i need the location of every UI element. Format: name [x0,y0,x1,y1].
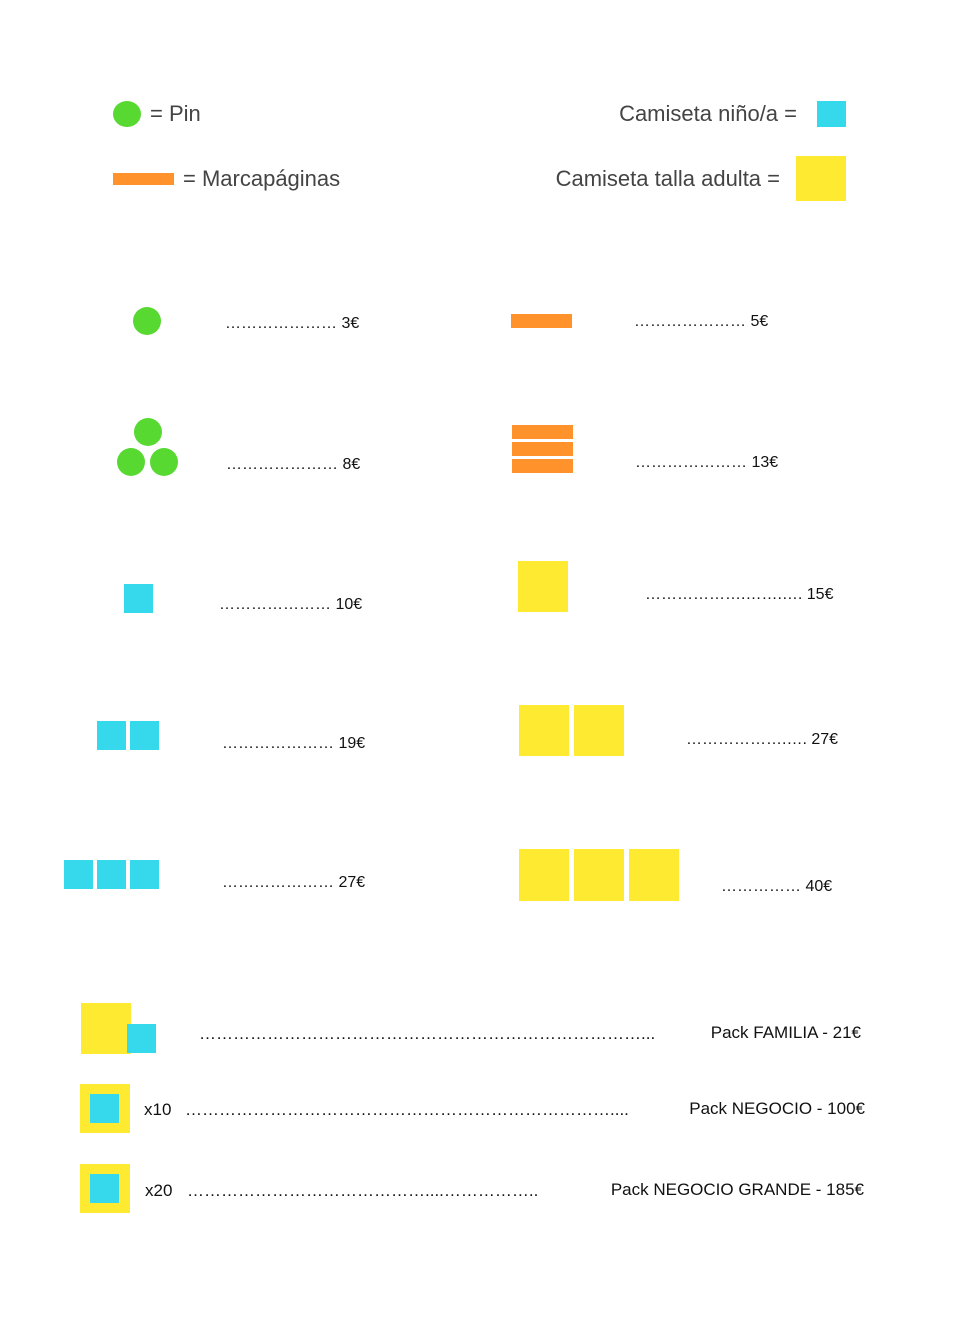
price-pin-3: ………………… 8€ [226,456,361,473]
price-adult-3: …………… 40€ [721,878,833,895]
adult-shirt-icon [519,849,569,901]
pin-icon [150,448,178,476]
pack-negocio-grande-label: Pack NEGOCIO GRANDE - 185€ [610,1180,864,1199]
pin-legend-icon [113,101,141,127]
adult-shirt-icon [519,705,569,756]
pack-negocio-dots: ………………………………………………………………….... [185,1100,629,1119]
kid-shirt-legend-label: Camiseta niño/a = [619,101,797,126]
bookmark-legend-icon [113,173,174,185]
adult-shirt-icon [574,705,624,756]
pack-familia-adult-shirt-icon [81,1003,131,1054]
price-bookmark-1: ………………… 5€ [634,313,769,330]
pack-negocio-grande-quantity: x20 [145,1181,173,1200]
pin-icon [133,307,161,335]
adult-shirt-icon [518,561,568,612]
price-kid-1: ………………… 10€ [219,596,363,613]
bookmark-icon [512,459,573,473]
pack-familia-dots: ……………………………………………………………………... [199,1024,656,1043]
price-adult-2: ……………….…. 27€ [686,731,839,748]
kid-shirt-icon [124,584,153,613]
pack-familia-kid-shirt-icon [127,1024,156,1053]
bookmark-icon [512,442,573,456]
kid-shirt-icon [130,860,159,889]
bookmark-legend-label: = Marcapáginas [183,166,341,191]
kid-shirt-icon [97,721,126,750]
adult-shirt-legend-icon [796,156,846,201]
kid-shirt-legend-icon [817,101,846,127]
pack-familia-label: Pack FAMILIA - 21€ [710,1023,861,1042]
pin-icon [117,448,145,476]
pack-negocio-grande-kid-shirt-icon [90,1174,119,1203]
pack-negocio-label: Pack NEGOCIO - 100€ [689,1099,865,1118]
pack-negocio-grande-dots: ……………………………………....…………….. [187,1181,539,1200]
price-bookmark-3: ………………… 13€ [635,454,779,471]
pin-icon [134,418,162,446]
pack-negocio-quantity: x10 [144,1100,172,1119]
pin-legend-label: = Pin [150,101,201,126]
pack-negocio-kid-shirt-icon [90,1094,119,1123]
price-kid-2: ………………… 19€ [222,735,366,752]
adult-shirt-legend-label: Camiseta talla adulta = [555,166,780,191]
bookmark-icon [512,425,573,439]
bookmark-icon [511,314,572,328]
kid-shirt-icon [64,860,93,889]
price-kid-3: ………………… 27€ [222,874,366,891]
kid-shirt-icon [130,721,159,750]
adult-shirt-icon [629,849,679,901]
kid-shirt-icon [97,860,126,889]
price-adult-1: ……………….…….…. 15€ [645,586,834,603]
price-pin-1: ………………… 3€ [225,315,360,332]
adult-shirt-icon [574,849,624,901]
